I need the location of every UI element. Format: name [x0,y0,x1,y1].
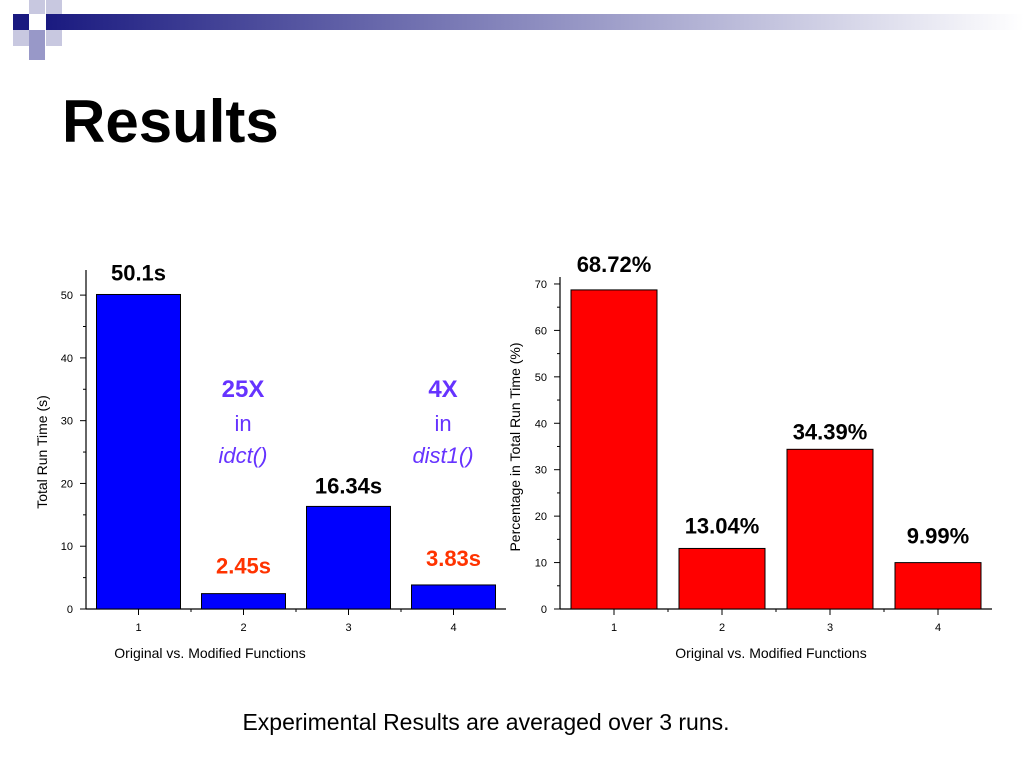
deco-square [46,0,62,14]
speedup-annotation-in: in [234,411,251,436]
deco-square [13,14,29,30]
runtime-data-label: 16.34s [315,473,382,498]
speedup-annotation-value: 25X [222,376,265,403]
pct-data-label: 13.04% [685,513,760,538]
runtime-x-tick-label: 1 [135,622,141,634]
pct-data-label: 9.99% [907,524,969,549]
pct-y-tick-label: 0 [541,604,547,616]
pct-data-label: 34.39% [793,419,868,444]
pct-data-label: 68.72% [577,252,652,277]
runtime-y-tick-label: 40 [61,353,73,365]
footnote: Experimental Results are averaged over 3… [242,709,730,735]
deco-square [13,30,29,46]
deco-square [29,0,45,14]
runtime-bar [96,293,181,610]
runtime-data-label: 3.83s [426,546,481,571]
pct-x-tick-label: 2 [719,622,725,634]
pct-x-axis-title: Original vs. Modified Functions [675,645,866,661]
pct-bar [570,289,658,610]
pct-y-tick-label: 30 [535,465,547,477]
runtime-y-tick-label: 10 [61,541,73,553]
runtime-bar [306,505,391,610]
runtime-y-axis-title: Total Run Time (s) [34,395,50,509]
runtime-x-tick-label: 3 [345,622,351,634]
slide-title: Results [62,88,279,155]
runtime-bar [411,584,496,610]
pct-bar [678,547,766,610]
pct-bar [894,562,982,610]
pct-y-tick-label: 70 [535,279,547,291]
runtime-data-label: 2.45s [216,554,271,579]
pct-y-tick-label: 10 [535,558,547,570]
runtime-y-tick-label: 50 [61,290,73,302]
runtime-x-axis-title: Original vs. Modified Functions [114,645,305,661]
pct-y-tick-label: 50 [535,372,547,384]
speedup-annotation-value: 4X [428,376,457,403]
speedup-annotation-in: in [434,411,451,436]
speedup-annotation-function: dist1() [412,443,473,468]
runtime-y-tick-label: 30 [61,416,73,428]
pct-bar [786,448,874,610]
header-gradient-band [46,14,1024,30]
runtime-x-tick-label: 4 [450,622,456,634]
runtime-y-tick-label: 0 [67,604,73,616]
deco-square [29,30,45,46]
pct-y-tick-label: 60 [535,325,547,337]
speedup-annotation-function: idct() [219,443,268,468]
runtime-data-label: 50.1s [111,260,166,285]
deco-square [29,46,45,60]
runtime-bar [201,593,286,610]
slide-decoration [13,0,1024,60]
deco-square [46,30,62,46]
pct-x-tick-label: 1 [611,622,617,634]
pct-x-tick-label: 4 [935,622,941,634]
pct-x-tick-label: 3 [827,622,833,634]
pct-y-tick-label: 40 [535,418,547,430]
runtime-x-tick-label: 2 [240,622,246,634]
pct-y-tick-label: 20 [535,511,547,523]
runtime-y-tick-label: 20 [61,478,73,490]
pct-y-axis-title: Percentage in Total Run Time (%) [507,342,523,551]
